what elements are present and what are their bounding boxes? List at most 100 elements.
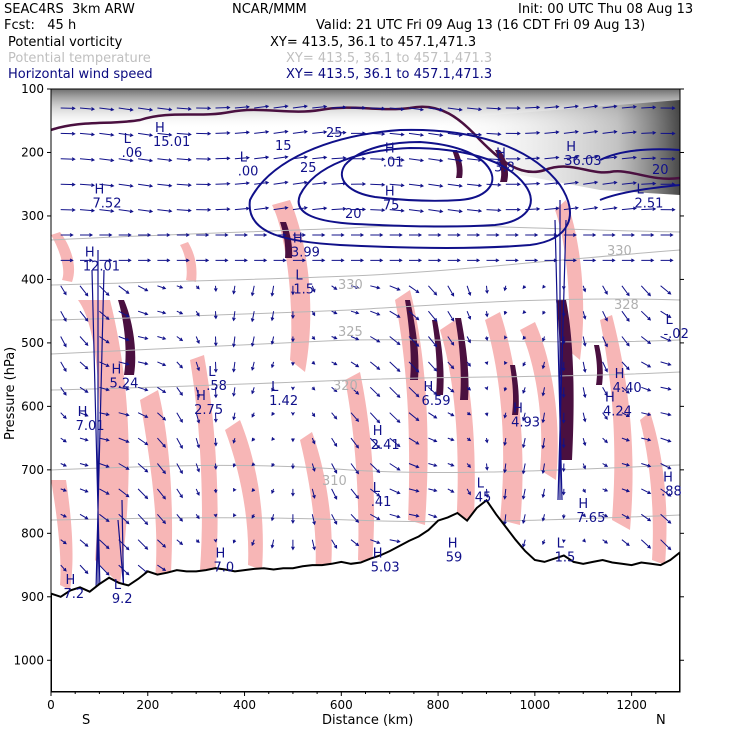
wind-vector xyxy=(503,311,508,316)
wind-vector xyxy=(660,336,672,342)
wind-vector xyxy=(311,285,316,293)
wind-vector xyxy=(563,155,579,160)
extremum-kind: L xyxy=(557,536,565,551)
wind-vector xyxy=(428,488,438,493)
wind-vector xyxy=(79,107,96,111)
wind-vector xyxy=(79,437,89,442)
wind-vector xyxy=(60,513,67,518)
wind-vector xyxy=(525,156,541,161)
wind-vector xyxy=(641,513,652,522)
wind-vector xyxy=(621,539,630,547)
wind-vector xyxy=(447,209,463,214)
wind-vector xyxy=(370,539,381,544)
wind-vector xyxy=(118,310,130,318)
wind-vector xyxy=(312,130,328,135)
jet-group xyxy=(248,128,680,250)
wind-vector xyxy=(408,183,425,188)
wind-vector xyxy=(447,285,455,297)
wind-vector xyxy=(99,233,113,237)
wind-vector xyxy=(157,513,166,525)
wind-vector xyxy=(350,386,360,395)
wind-vector xyxy=(505,207,521,212)
wind-vector xyxy=(176,183,192,187)
wind-vector xyxy=(563,130,579,134)
wind-vector xyxy=(195,336,200,345)
wind-vector xyxy=(331,514,338,525)
wind-vector xyxy=(331,206,347,211)
x-tick-label: 800 xyxy=(427,698,450,712)
wind-vector xyxy=(582,336,587,347)
wind-vector xyxy=(428,233,442,237)
wind-vector xyxy=(291,411,295,416)
wind-vector xyxy=(544,206,560,211)
wind-vector xyxy=(118,336,130,342)
wind-vector xyxy=(312,181,328,185)
wind-vector xyxy=(583,129,599,134)
jet-contour xyxy=(599,184,680,201)
wind-vector xyxy=(541,412,546,424)
wind-vector xyxy=(273,206,289,211)
wind-vector xyxy=(544,105,560,109)
wind-vector xyxy=(369,437,381,449)
wind-vector xyxy=(273,233,287,237)
extremum-value: 3.99 xyxy=(291,246,320,261)
extremum-kind: H xyxy=(85,246,95,261)
y-tick-label: 1000 xyxy=(13,653,44,667)
theta-contour xyxy=(51,464,680,474)
wind-vector xyxy=(176,336,184,342)
wind-vector xyxy=(561,488,566,496)
wind-vector xyxy=(350,310,360,315)
wind-vector xyxy=(254,258,268,263)
wind-vector xyxy=(60,463,67,467)
wind-vector xyxy=(602,233,616,237)
wind-vector xyxy=(544,155,560,160)
wind-vector xyxy=(389,463,401,471)
wind-vector xyxy=(137,488,149,500)
legend-theta-name: Potential temperature xyxy=(8,51,151,66)
wind-vector xyxy=(525,233,539,237)
north-end-label: N xyxy=(656,713,666,728)
wind-vector xyxy=(254,130,270,134)
x-tick-label: 0 xyxy=(47,698,55,712)
wind-vector xyxy=(486,157,502,162)
wind-vector xyxy=(312,155,328,160)
wind-vector xyxy=(505,131,521,136)
wind-vector xyxy=(660,233,674,237)
wind-vector xyxy=(270,285,275,297)
wind-vector xyxy=(195,539,200,543)
wind-vector xyxy=(138,158,154,163)
wind-vector xyxy=(467,183,483,188)
wind-vector xyxy=(521,488,526,500)
y-tick-label: 900 xyxy=(21,590,44,604)
wind-vector xyxy=(291,438,295,443)
wind-vector xyxy=(389,233,403,237)
wind-vector xyxy=(369,361,381,370)
wind-vector xyxy=(79,564,89,575)
pv-blob xyxy=(345,372,375,565)
wind-vector xyxy=(350,336,360,341)
wind-vector xyxy=(312,258,326,263)
wind-vector xyxy=(369,488,381,497)
wind-vector xyxy=(447,132,463,137)
wind-vector xyxy=(196,233,210,237)
wind-vector xyxy=(331,310,338,315)
y-tick-label: 600 xyxy=(21,399,44,413)
wind-vector xyxy=(640,539,652,549)
wind-vector xyxy=(485,463,489,471)
wind-vector xyxy=(232,387,236,397)
wind-vector xyxy=(583,180,599,185)
wind-vector xyxy=(447,258,461,263)
wind-vector xyxy=(583,233,597,237)
wind-vector xyxy=(234,130,250,135)
wind-vector xyxy=(157,107,173,112)
wind-vector xyxy=(270,311,275,322)
wind-vector xyxy=(291,488,295,497)
extremum-value: .01 xyxy=(383,155,404,170)
wind-vector xyxy=(641,233,655,237)
wind-vector xyxy=(312,233,326,237)
wind-vector xyxy=(370,132,386,136)
wind-vector xyxy=(99,158,115,163)
project-label: SEAC4RS 3km ARW xyxy=(4,2,135,17)
wind-vector xyxy=(561,463,566,473)
wind-vector xyxy=(137,539,149,550)
